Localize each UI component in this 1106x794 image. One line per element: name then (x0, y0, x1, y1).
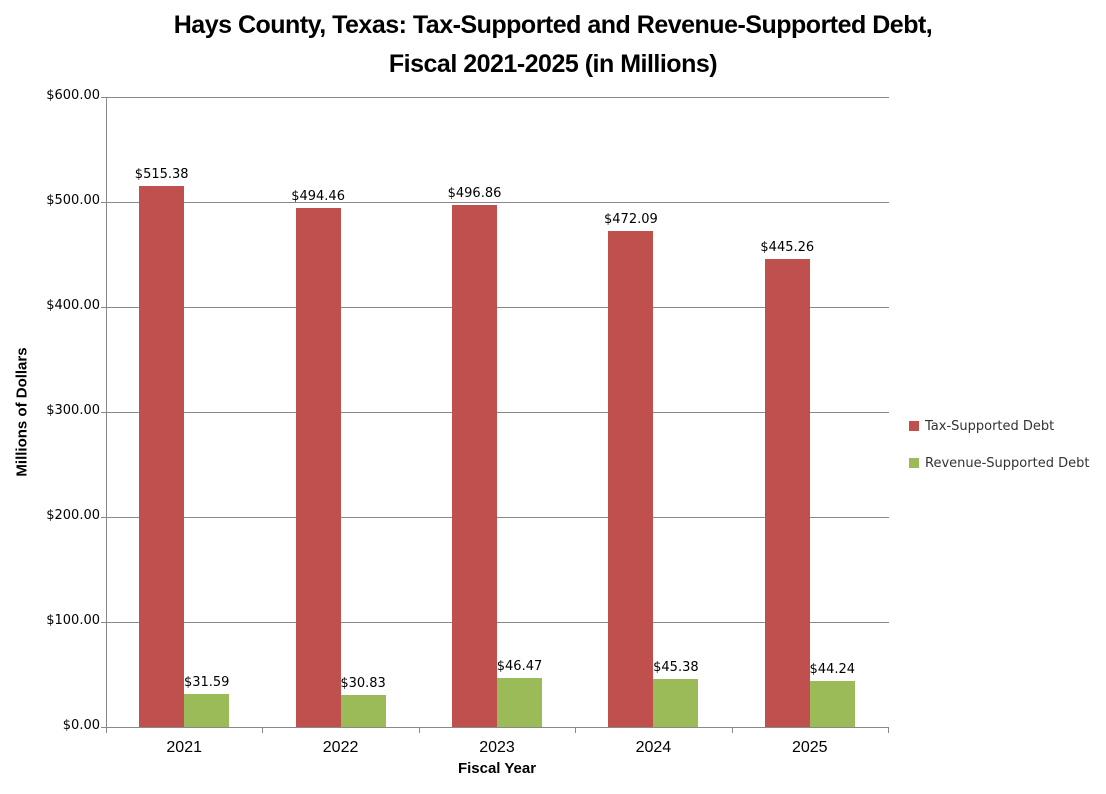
bar-label-revenue-supported-debt-2023: $46.47 (496, 659, 543, 675)
y-tick-mark-0 (101, 727, 107, 728)
chart-title: Hays County, Texas: Tax-Supported and Re… (0, 6, 1106, 84)
legend-label-tax-supported-debt: Tax-Supported Debt (925, 418, 1055, 434)
gridline-300 (107, 412, 889, 413)
legend: Tax-Supported Debt Revenue-Supported Debt (909, 416, 1089, 473)
bar-label-revenue-supported-debt-2021: $31.59 (183, 674, 230, 690)
bar-label-revenue-supported-debt-2025: $44.24 (809, 661, 856, 677)
bar-label-tax-supported-debt-2025: $445.26 (760, 240, 815, 256)
gridline-500 (107, 202, 889, 203)
y-tick-label-400: $400.00 (46, 298, 100, 313)
legend-swatch-icon-tax-supported-debt (909, 421, 919, 431)
bar-tax-supported-debt-2024 (608, 231, 654, 727)
legend-label-revenue-supported-debt: Revenue-Supported Debt (925, 455, 1090, 471)
bar-tax-supported-debt-2025 (764, 259, 810, 727)
y-tick-label-0: $0.00 (62, 718, 100, 733)
bar-revenue-supported-debt-2023 (497, 678, 542, 727)
y-tick-mark-600 (101, 97, 107, 98)
bar-label-revenue-supported-debt-2024: $45.38 (653, 660, 699, 676)
bar-revenue-supported-debt-2021 (184, 693, 230, 727)
y-tick-label-200: $200.00 (46, 508, 100, 523)
x-tick-mark-2 (418, 728, 420, 733)
bar-revenue-supported-debt-2025 (809, 680, 855, 727)
gridline-600 (107, 97, 889, 98)
legend-item-revenue-supported-debt: Revenue-Supported Debt (909, 453, 1089, 473)
bar-label-tax-supported-debt-2021: $515.38 (134, 166, 189, 182)
bar-label-tax-supported-debt-2024: $472.09 (604, 212, 658, 228)
bar-tax-supported-debt-2022 (295, 207, 341, 727)
bar-label-tax-supported-debt-2022: $494.46 (291, 188, 345, 204)
bar-label-revenue-supported-debt-2022: $30.83 (340, 675, 386, 691)
y-tick-mark-300 (101, 412, 107, 413)
y-tick-mark-500 (101, 202, 107, 203)
x-tick-label-2024: 2024 (635, 739, 672, 756)
bar-revenue-supported-debt-2024 (653, 679, 699, 727)
x-tick-mark-5 (888, 728, 889, 733)
x-tick-label-2022: 2022 (322, 739, 359, 756)
y-tick-mark-100 (101, 622, 107, 623)
bar-tax-supported-debt-2023 (452, 205, 497, 727)
x-tick-label-2025: 2025 (791, 739, 828, 756)
x-tick-label-2023: 2023 (479, 739, 515, 756)
x-tick-mark-1 (262, 728, 264, 733)
chart-title-line-2: Fiscal 2021-2025 (in Millions) (388, 50, 718, 78)
gridline-100 (107, 622, 889, 623)
y-tick-label-100: $100.00 (46, 613, 100, 628)
y-tick-mark-200 (101, 517, 107, 518)
gridline-200 (107, 517, 889, 518)
y-tick-label-500: $500.00 (46, 193, 100, 208)
y-tick-mark-400 (101, 307, 107, 308)
chart-title-line-1: Hays County, Texas: Tax-Supported and Re… (173, 11, 933, 39)
x-tick-mark-3 (575, 728, 577, 733)
bar-tax-supported-debt-2021 (139, 185, 185, 727)
y-tick-label-300: $300.00 (46, 403, 100, 418)
x-tick-label-2021: 2021 (166, 739, 202, 756)
legend-item-tax-supported-debt: Tax-Supported Debt (909, 416, 1089, 436)
x-tick-mark-4 (731, 728, 733, 733)
bar-revenue-supported-debt-2022 (340, 694, 386, 727)
legend-swatch-icon-revenue-supported-debt (909, 458, 919, 468)
y-tick-label-600: $600.00 (46, 88, 100, 103)
x-axis-title: Fiscal Year (457, 760, 537, 777)
gridline-400 (107, 307, 889, 308)
x-tick-mark-0 (106, 728, 107, 733)
bar-label-tax-supported-debt-2023: $496.86 (447, 186, 502, 202)
